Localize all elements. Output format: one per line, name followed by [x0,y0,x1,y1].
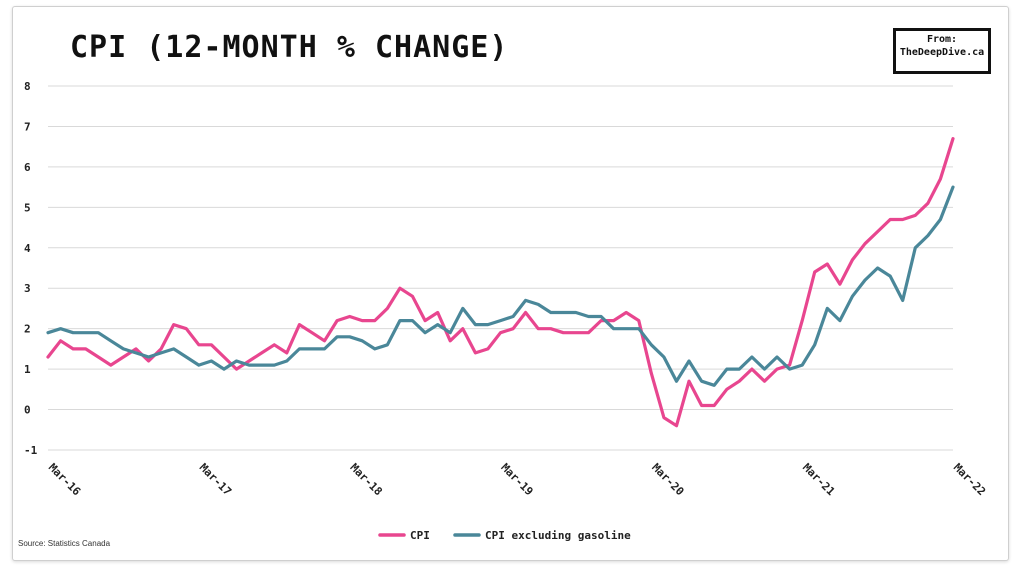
x-tick-label: Mar-21 [800,461,838,499]
y-tick-label: 1 [24,363,31,376]
source-note: Source: Statistics Canada [18,539,111,548]
x-tick-label: Mar-22 [951,461,988,498]
x-tick-label: Mar-17 [197,461,234,498]
y-tick-label: 0 [24,404,31,417]
y-tick-label: 3 [24,282,31,295]
series-line-cpi [46,137,955,428]
series-line-cpi-ex-gasoline [46,185,955,387]
chart-frame [12,6,1009,561]
y-tick-label: -1 [24,444,38,457]
badge-line-2: TheDeepDive.ca [899,47,985,58]
y-tick-label: 4 [24,242,31,255]
source-badge: From: TheDeepDive.ca [893,28,991,74]
y-tick-label: 2 [24,323,31,336]
chart-title: CPI (12-MONTH % CHANGE) [70,30,509,65]
badge-line-1: From: [926,34,958,45]
legend-label: CPI [410,529,430,542]
x-tick-label: Mar-19 [498,461,535,498]
x-tick-label: Mar-20 [649,461,686,498]
y-tick-label: 7 [24,120,31,133]
x-tick-label: Mar-18 [348,461,385,498]
y-tick-label: 8 [24,80,31,93]
legend-label: CPI excluding gasoline [485,529,631,542]
y-tick-label: 6 [24,161,31,174]
x-tick-label: Mar-16 [46,461,84,499]
y-tick-label: 5 [24,201,31,214]
